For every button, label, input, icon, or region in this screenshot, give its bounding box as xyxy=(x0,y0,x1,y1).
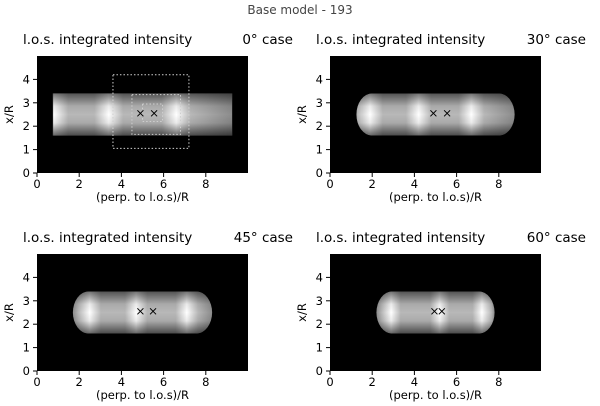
y-tick-label: 2 xyxy=(23,119,30,133)
y-tick-label: 0 xyxy=(316,364,323,378)
panel-case-label: 0° case xyxy=(242,32,293,48)
y-tick-label: 0 xyxy=(23,166,30,180)
x-tick-label: 6 xyxy=(453,375,460,389)
y-tick-label: 4 xyxy=(316,270,323,284)
y-tick-label: 3 xyxy=(316,96,323,110)
y-axis-label: x/R xyxy=(2,303,16,322)
x-marker xyxy=(137,307,144,315)
y-tick-label: 3 xyxy=(23,294,30,308)
panel-title: l.o.s. integrated intensity xyxy=(23,32,192,48)
x-tick-label: 0 xyxy=(33,375,40,389)
x-tick-label: 4 xyxy=(118,177,125,191)
y-tick-label: 0 xyxy=(23,364,30,378)
panel-title: l.o.s. integrated intensity xyxy=(316,32,485,48)
panel-case-label: 30° case xyxy=(527,32,586,48)
intensity-band-shading xyxy=(52,93,233,136)
y-tick-label: 4 xyxy=(23,72,30,86)
x-tick-label: 0 xyxy=(326,375,333,389)
x-tick-label: 8 xyxy=(202,177,209,191)
x-tick-label: 4 xyxy=(411,375,418,389)
y-tick-label: 2 xyxy=(316,317,323,331)
panel-3: l.o.s. integrated intensity 45° case 0 2 4 6 8… xyxy=(2,230,293,402)
panel-title: l.o.s. integrated intensity xyxy=(316,230,485,246)
y-tick-label: 1 xyxy=(316,143,323,157)
x-tick-label: 4 xyxy=(118,375,125,389)
dotted-box xyxy=(131,94,181,135)
x-axis-label: (perp. to l.o.s)/R xyxy=(389,388,482,402)
x-tick-label: 0 xyxy=(326,177,333,191)
x-axis-label: (perp. to l.o.s)/R xyxy=(96,190,189,204)
x-marker xyxy=(150,109,158,117)
x-tick-label: 4 xyxy=(411,177,418,191)
y-axis-label: x/R xyxy=(295,303,309,322)
panels: l.o.s. integrated intensity 0° case 0 2 4 6 8 0… xyxy=(2,32,586,402)
x-marker xyxy=(430,109,437,117)
intensity-band-shading xyxy=(72,291,213,334)
panel-case-label: 60° case xyxy=(527,230,586,246)
x-tick-label: 2 xyxy=(76,375,83,389)
y-tick-label: 3 xyxy=(23,96,30,110)
y-tick-label: 4 xyxy=(23,270,30,284)
y-tick-label: 3 xyxy=(316,294,323,308)
figure-title: Base model - 193 xyxy=(247,3,352,17)
panel-title: l.o.s. integrated intensity xyxy=(23,230,192,246)
x-tick-label: 8 xyxy=(495,177,502,191)
intensity-band-shading xyxy=(356,93,515,136)
x-tick-label: 6 xyxy=(160,177,167,191)
y-tick-label: 1 xyxy=(23,143,30,157)
x-marker xyxy=(137,109,144,117)
y-tick-label: 2 xyxy=(23,317,30,331)
x-marker xyxy=(438,307,446,315)
panel-2: l.o.s. integrated intensity 30° case 0 2 4 6 8… xyxy=(295,32,586,204)
y-tick-label: 1 xyxy=(316,341,323,355)
x-tick-label: 2 xyxy=(369,177,376,191)
x-marker xyxy=(443,109,451,117)
x-tick-label: 0 xyxy=(33,177,40,191)
x-marker xyxy=(149,307,157,315)
x-tick-label: 8 xyxy=(202,375,209,389)
x-tick-label: 6 xyxy=(160,375,167,389)
x-tick-label: 6 xyxy=(453,177,460,191)
y-axis-label: x/R xyxy=(295,105,309,124)
y-tick-label: 2 xyxy=(316,119,323,133)
x-tick-label: 8 xyxy=(495,375,502,389)
x-tick-label: 2 xyxy=(369,375,376,389)
x-axis-label: (perp. to l.o.s)/R xyxy=(389,190,482,204)
y-tick-label: 4 xyxy=(316,72,323,86)
dotted-box xyxy=(112,74,190,149)
x-tick-label: 2 xyxy=(76,177,83,191)
panel-1: l.o.s. integrated intensity 0° case 0 2 4 6 8 0… xyxy=(2,32,293,204)
y-tick-label: 1 xyxy=(23,341,30,355)
x-marker xyxy=(431,307,438,315)
panel-case-label: 45° case xyxy=(234,230,293,246)
x-axis-label: (perp. to l.o.s)/R xyxy=(96,388,189,402)
panel-4: l.o.s. integrated intensity 60° case 0 2 4 6 8… xyxy=(295,230,586,402)
y-tick-label: 0 xyxy=(316,166,323,180)
dotted-box xyxy=(142,103,164,123)
y-axis-label: x/R xyxy=(2,105,16,124)
